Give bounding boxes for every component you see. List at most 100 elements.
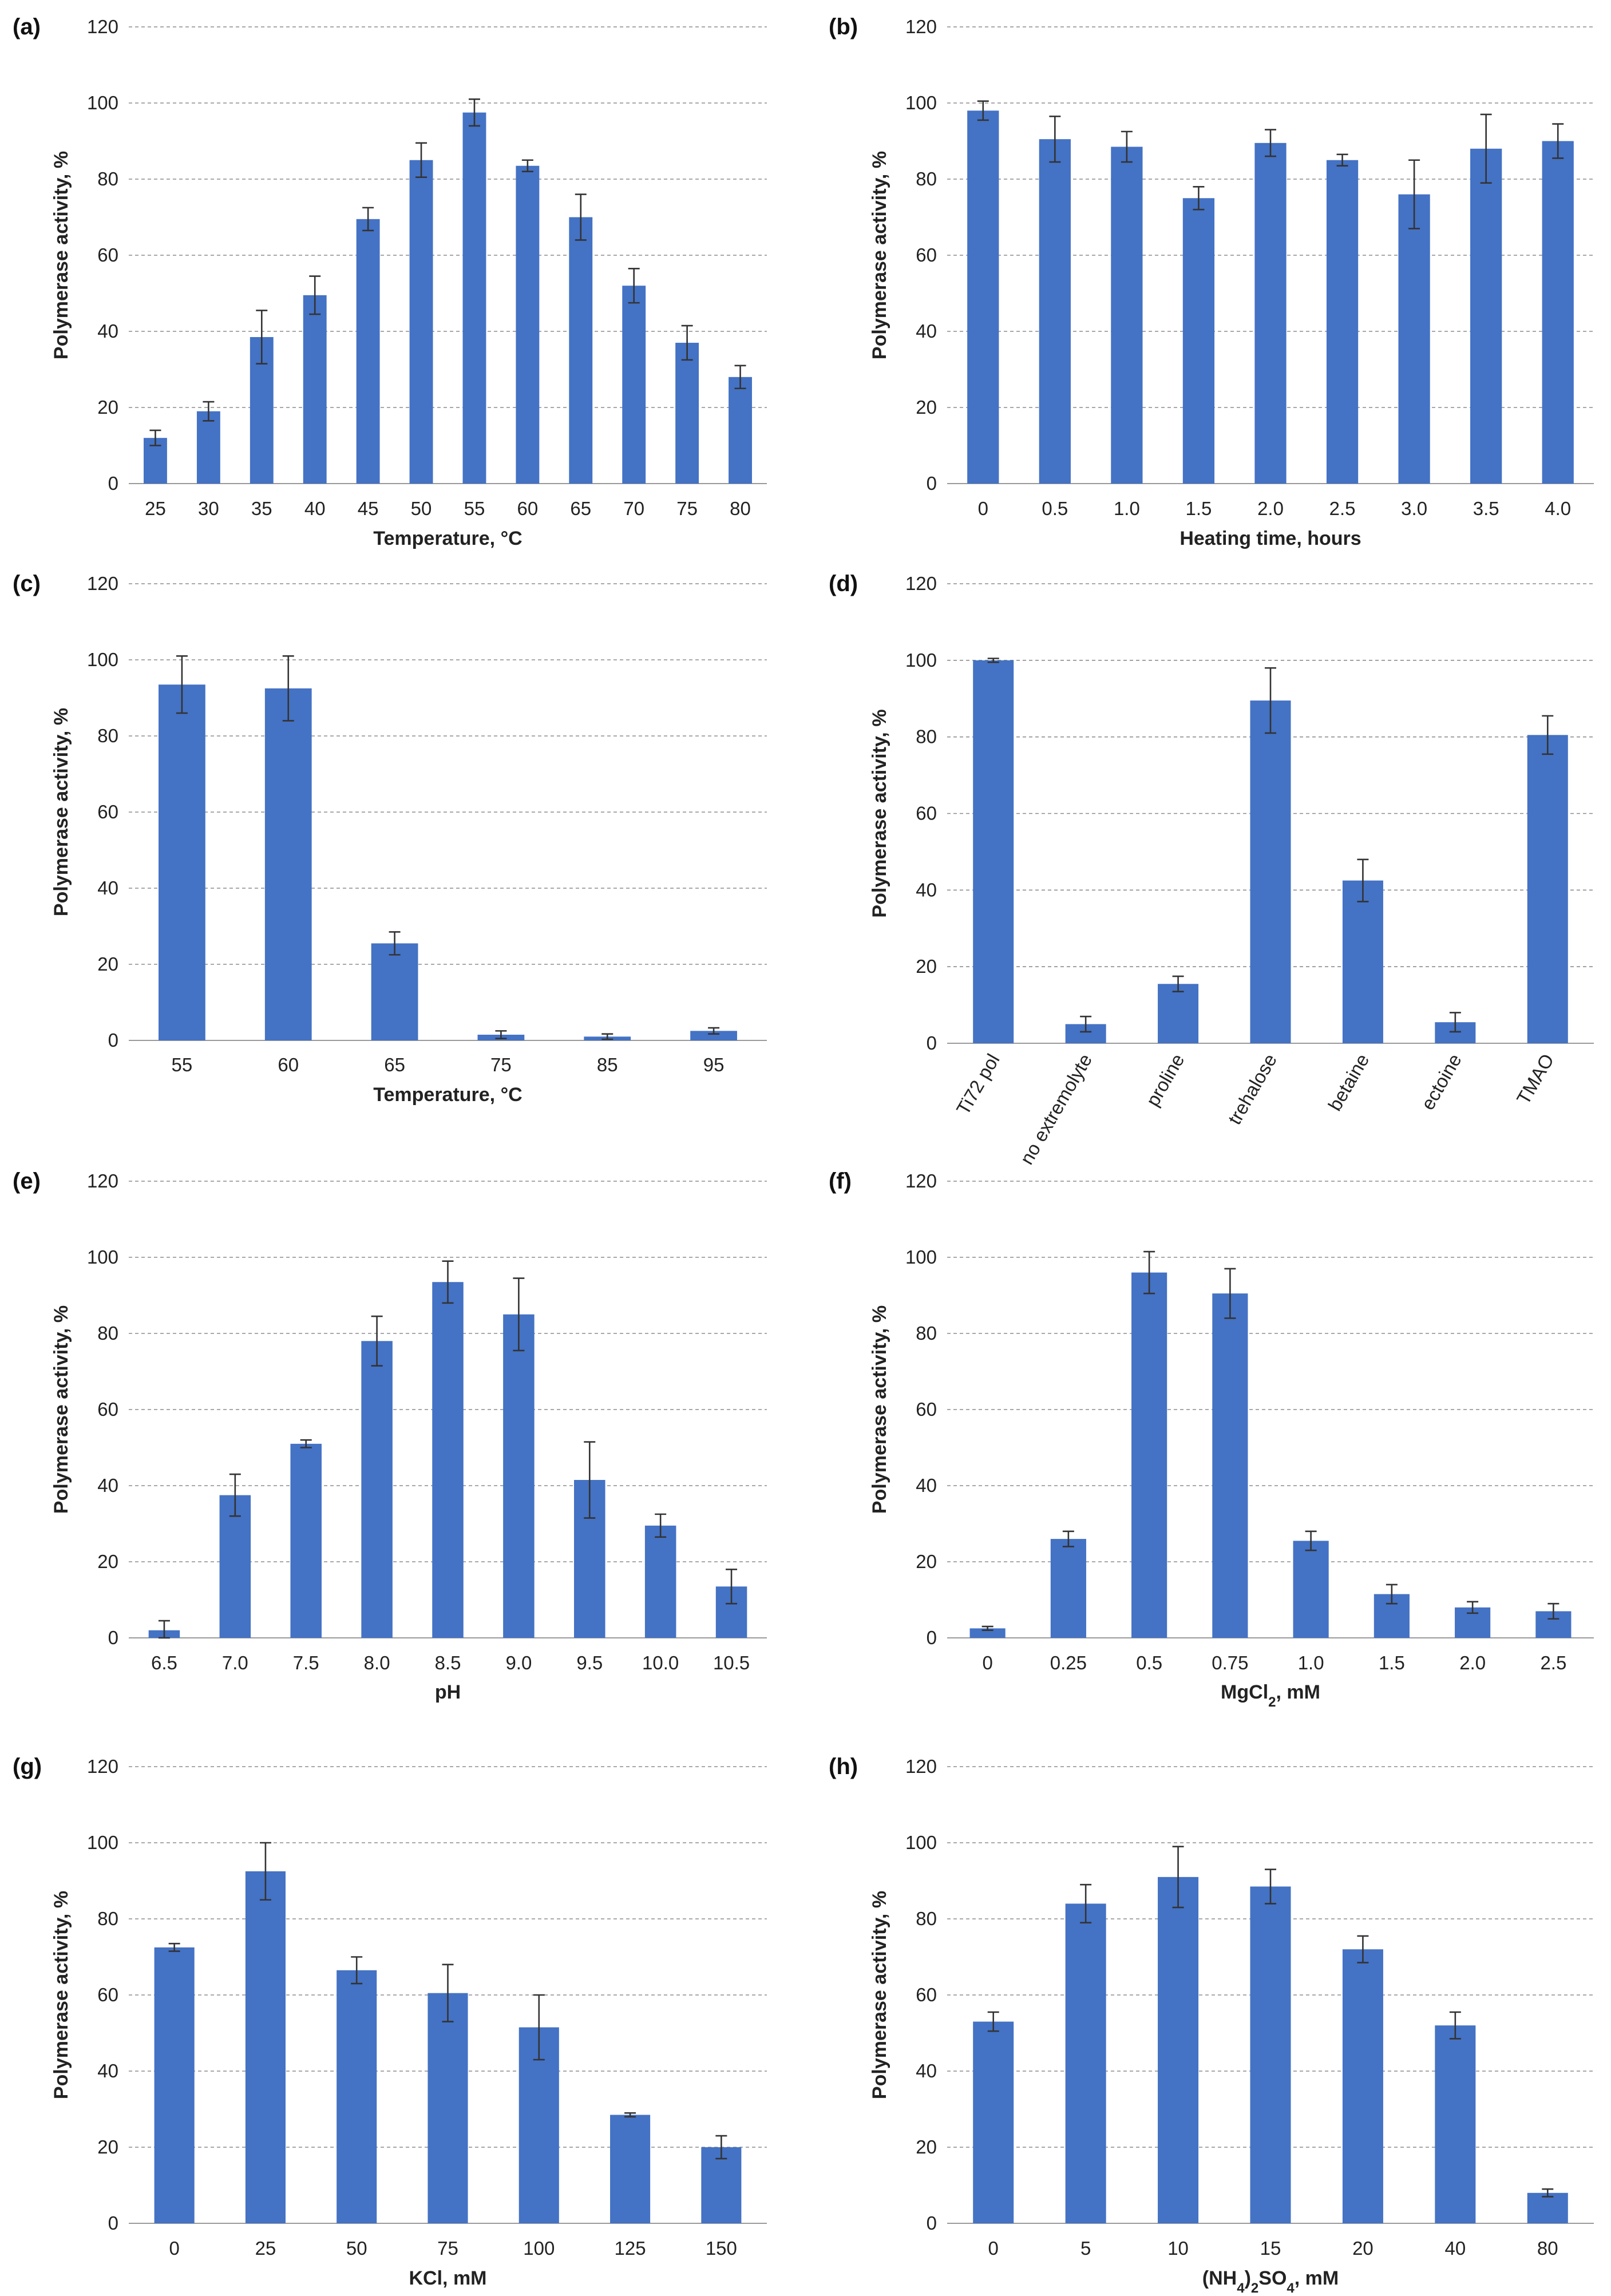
y-tick-label: 120 xyxy=(905,16,937,37)
bar-30 xyxy=(196,411,220,484)
x-tick-label: trehalose xyxy=(1224,1050,1281,1128)
y-tick-label: 60 xyxy=(97,1399,118,1420)
bar-0.5 xyxy=(1039,139,1071,484)
error-bar xyxy=(1143,1250,1155,1295)
x-tick-label: 40 xyxy=(304,498,326,519)
error-bar xyxy=(1386,1584,1398,1605)
x-tick-label: 25 xyxy=(145,498,166,519)
error-bar xyxy=(977,100,989,121)
bar-60 xyxy=(264,688,312,1040)
bar-55 xyxy=(462,112,486,484)
x-tick-label: 25 xyxy=(255,2238,276,2259)
error-bar xyxy=(1336,153,1348,167)
error-bar xyxy=(987,2011,999,2032)
y-tick-label: 80 xyxy=(97,1323,118,1344)
error-bar xyxy=(1305,1530,1317,1551)
x-axis-label: Temperature, °C xyxy=(373,1084,522,1106)
bar-45 xyxy=(356,219,380,484)
bar-8.5 xyxy=(432,1282,464,1638)
error-bar xyxy=(1449,2011,1461,2040)
error-bar xyxy=(309,275,321,315)
error-bar xyxy=(584,1441,596,1519)
x-tick-label: 0 xyxy=(982,1652,992,1673)
x-tick-label: 4.0 xyxy=(1545,498,1571,519)
error-bar xyxy=(415,142,428,178)
y-axis-label: Polymerase activity, % xyxy=(50,1305,72,1514)
bar-ti72-pol xyxy=(973,660,1014,1043)
x-tick-label: 50 xyxy=(346,2238,367,2259)
bar-0.25 xyxy=(1050,1539,1086,1638)
bar-75 xyxy=(675,342,699,484)
error-bar xyxy=(726,1569,738,1605)
bar-40 xyxy=(303,295,327,484)
panel-label: (d) xyxy=(829,571,858,596)
y-tick-label: 80 xyxy=(916,168,937,189)
x-tick-label: 3.5 xyxy=(1473,498,1499,519)
error-bar xyxy=(1552,123,1564,159)
y-tick-label: 120 xyxy=(905,573,937,594)
y-tick-label: 40 xyxy=(916,1475,937,1496)
error-bar xyxy=(259,1842,271,1901)
chart-panel-b: (b) 0 20 40 60 80 100 120 Polymerase activity, %… xyxy=(829,14,1594,549)
x-tick-label: 30 xyxy=(198,498,219,519)
error-bar xyxy=(1080,1883,1092,1923)
bar-9.0 xyxy=(503,1314,535,1638)
error-bar xyxy=(575,193,587,241)
error-bar xyxy=(442,1260,454,1304)
y-axis-label: Polymerase activity, % xyxy=(50,708,72,916)
x-tick-label: 2.5 xyxy=(1329,498,1356,519)
y-tick-label: 80 xyxy=(97,1908,118,1929)
x-tick-label: 60 xyxy=(278,1054,299,1075)
x-tick-label: 1.0 xyxy=(1298,1652,1324,1673)
x-tick-label: 45 xyxy=(358,498,379,519)
bar-7.5 xyxy=(290,1443,322,1638)
y-tick-label: 60 xyxy=(916,1399,937,1420)
error-bar xyxy=(1265,667,1276,734)
y-tick-label: 20 xyxy=(97,1551,118,1572)
error-bar xyxy=(533,1994,545,2061)
chart-panel-g: (g) 0 20 40 60 80 100 120 Polymerase activity, %… xyxy=(13,1754,767,2289)
y-tick-label: 100 xyxy=(905,650,937,671)
bar-tmao xyxy=(1527,735,1568,1043)
bar-0.75 xyxy=(1212,1293,1248,1638)
bar-55 xyxy=(159,684,205,1040)
error-bar xyxy=(1172,975,1184,992)
bar-2.0 xyxy=(1254,142,1287,484)
bar-10 xyxy=(1158,1877,1199,2223)
bar-95 xyxy=(690,1031,737,1040)
error-bar xyxy=(1062,1530,1074,1547)
error-bar xyxy=(1547,1602,1559,1620)
bar-60 xyxy=(516,165,540,484)
bar-4.0 xyxy=(1542,141,1574,484)
error-bar xyxy=(734,365,746,390)
error-bar xyxy=(371,1315,383,1367)
x-tick-label: 7.0 xyxy=(222,1652,248,1673)
error-bar xyxy=(1121,130,1133,163)
error-bar xyxy=(362,207,374,232)
y-tick-label: 0 xyxy=(108,473,118,494)
error-bar xyxy=(1080,1015,1092,1033)
y-tick-label: 40 xyxy=(916,2060,937,2081)
y-tick-label: 80 xyxy=(916,1908,937,1929)
y-tick-label: 20 xyxy=(97,2136,118,2158)
x-tick-label: 65 xyxy=(384,1054,405,1075)
x-tick-label: 60 xyxy=(517,498,539,519)
error-bar xyxy=(203,401,215,422)
x-tick-label: 0.5 xyxy=(1136,1652,1162,1673)
y-tick-label: 0 xyxy=(108,1627,118,1648)
bar-125 xyxy=(610,2115,651,2223)
bar-7.0 xyxy=(219,1495,251,1638)
x-axis-label: KCl, mM xyxy=(409,2267,487,2289)
y-tick-label: 60 xyxy=(97,801,118,822)
error-bar xyxy=(1049,115,1061,163)
error-bar xyxy=(681,324,693,361)
y-tick-label: 40 xyxy=(916,320,937,342)
x-tick-label: 80 xyxy=(730,498,751,519)
panel-label: (c) xyxy=(13,571,41,596)
x-axis-label: MgCl2, mM xyxy=(1221,1681,1320,1710)
x-tick-label: 1.0 xyxy=(1114,498,1140,519)
x-tick-label: 0.25 xyxy=(1050,1652,1087,1673)
error-bar xyxy=(1265,129,1276,157)
error-bar xyxy=(351,1956,363,1985)
